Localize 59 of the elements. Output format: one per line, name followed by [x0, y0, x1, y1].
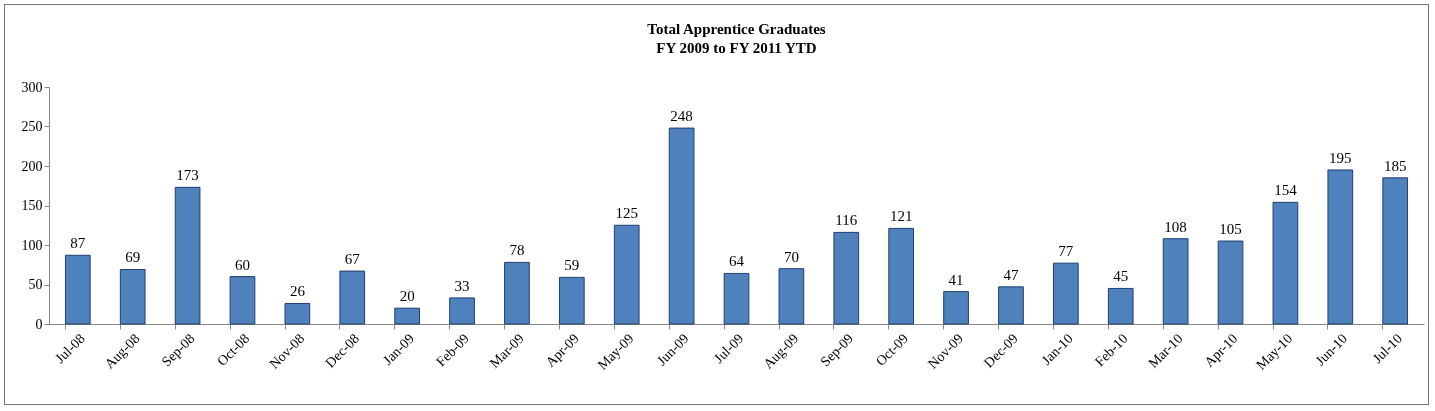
- data-label: 20: [399, 288, 415, 305]
- data-label: 60: [234, 256, 250, 273]
- data-label: 26: [289, 283, 306, 300]
- data-label: 59: [564, 257, 580, 274]
- data-label: 64: [729, 253, 745, 270]
- bar: [174, 186, 201, 325]
- bar: [1382, 177, 1409, 325]
- bar: [723, 272, 750, 325]
- bar: [1162, 238, 1189, 325]
- bar: [833, 231, 860, 325]
- data-label: 69: [125, 249, 141, 266]
- data-label: 105: [1219, 221, 1242, 238]
- data-label: 87: [70, 235, 86, 252]
- data-label: 248: [670, 108, 693, 125]
- chart-subtitle: FY 2009 to FY 2011 YTD: [656, 40, 817, 56]
- bar: [668, 127, 695, 325]
- data-label: 33: [454, 277, 470, 294]
- data-label: 108: [1164, 218, 1187, 235]
- data-label: 125: [615, 205, 638, 222]
- data-label: 154: [1274, 182, 1298, 199]
- bar: [1217, 240, 1244, 325]
- y-tick-label: 200: [21, 158, 43, 174]
- bar: [1052, 262, 1079, 325]
- bar: [888, 227, 915, 325]
- bar: [943, 291, 969, 325]
- bar: [284, 302, 311, 325]
- bar: [1327, 169, 1354, 325]
- data-label: 41: [948, 271, 964, 288]
- bar: [778, 268, 805, 325]
- data-label: 121: [889, 208, 913, 225]
- y-tick-label: 100: [21, 237, 43, 253]
- y-tick-label: 250: [21, 119, 43, 134]
- bar: [1107, 287, 1134, 325]
- data-label: 116: [835, 212, 858, 229]
- bar: [64, 254, 91, 325]
- y-tick-label: 50: [28, 277, 43, 292]
- data-label: 195: [1329, 149, 1352, 166]
- bar: [449, 297, 475, 325]
- bar: [229, 276, 256, 325]
- data-label: 67: [344, 251, 361, 268]
- y-tick-label: 300: [21, 79, 43, 95]
- data-label: 47: [1003, 266, 1019, 283]
- y-tick-label: 150: [21, 198, 43, 213]
- bar: [1272, 201, 1299, 325]
- data-label: 77: [1058, 243, 1074, 260]
- data-label: 185: [1383, 157, 1407, 174]
- bar: [119, 268, 146, 325]
- data-label: 70: [783, 248, 799, 265]
- data-label: 78: [509, 242, 525, 259]
- bar: [339, 270, 366, 325]
- bar: [558, 276, 585, 325]
- y-tick-label: 0: [35, 316, 43, 332]
- data-label: 173: [176, 167, 199, 184]
- bar: [998, 286, 1024, 325]
- bar: [504, 261, 530, 325]
- bar: [394, 307, 421, 325]
- data-label: 45: [1113, 268, 1129, 285]
- chart-title: Total Apprentice Graduates: [647, 21, 826, 37]
- bar: [613, 224, 640, 325]
